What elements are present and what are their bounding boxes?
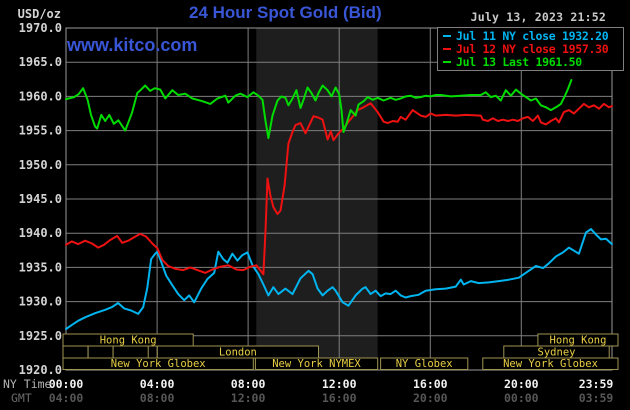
x-tick-ny: 00:00 xyxy=(49,377,84,391)
x-tick-gmt: 08:00 xyxy=(140,391,175,405)
x-tick-ny: 16:00 xyxy=(413,377,448,391)
session-box xyxy=(112,345,149,359)
x-tick-gmt: 00:00 xyxy=(504,391,539,405)
session-label: NY Globex xyxy=(396,358,453,370)
session-label: Hong Kong xyxy=(550,335,607,347)
x-tick-gmt: 12:00 xyxy=(231,391,266,405)
session-label: Sydney xyxy=(538,347,576,359)
y-tick-label: 1960.0 xyxy=(19,89,62,103)
session-label: New York Globex xyxy=(111,358,206,370)
y-tick-label: 1920.0 xyxy=(19,363,62,377)
x-axis-name-ny: NY Time xyxy=(3,377,52,391)
jul11-line-swatch-icon xyxy=(443,34,451,37)
x-tick-ny: 20:00 xyxy=(504,377,539,391)
session-label: New York Globex xyxy=(503,358,598,370)
y-tick-label: 1930.0 xyxy=(19,295,62,309)
chart-datetime: July 13, 2023 21:52 xyxy=(470,10,606,24)
y-tick-label: 1945.0 xyxy=(19,192,62,206)
y-tick-label: 1955.0 xyxy=(19,124,62,138)
jul13-line-swatch-icon xyxy=(443,60,451,63)
session-box xyxy=(380,357,469,370)
legend-item-jul13: Jul 13 Last 1961.50 xyxy=(443,54,621,69)
y-tick-label: 1970.0 xyxy=(19,21,62,35)
y-tick-label: 1965.0 xyxy=(19,55,62,69)
x-tick-gmt: 16:00 xyxy=(322,391,357,405)
session-label: Hong Kong xyxy=(100,335,157,347)
x-tick-ny: 12:00 xyxy=(322,377,357,391)
session-label: London xyxy=(219,347,257,359)
kitco-watermark-link[interactable]: www.kitco.com xyxy=(67,35,198,55)
session-box xyxy=(87,345,114,359)
series-jul11-line xyxy=(65,228,613,330)
y-tick-label: 1950.0 xyxy=(19,158,62,172)
page-title: 24 Hour Spot Gold (Bid) xyxy=(189,3,382,22)
session-box xyxy=(482,357,619,370)
x-tick-ny: 04:00 xyxy=(140,377,175,391)
y-tick-label: 1925.0 xyxy=(19,329,62,343)
chart-legend: Jul 11 NY close 1932.20 Jul 12 NY close … xyxy=(437,27,624,71)
legend-item-jul12: Jul 12 NY close 1957.30 xyxy=(443,41,621,56)
y-axis-unit-label: USD/oz xyxy=(17,7,61,21)
series-jul12-line xyxy=(65,102,613,276)
series-jul13-line xyxy=(65,79,573,140)
jul12-line-swatch-icon xyxy=(443,47,451,50)
legend-item-label: Jul 12 NY close 1957.30 xyxy=(456,41,609,56)
x-tick-gmt: 04:00 xyxy=(49,391,84,405)
x-tick-gmt: 03:59 xyxy=(579,391,614,405)
y-tick-label: 1935.0 xyxy=(19,260,62,274)
session-box xyxy=(62,357,254,370)
y-tick-label: 1940.0 xyxy=(19,226,62,240)
session-box xyxy=(62,345,89,359)
session-label: New York NYMEX xyxy=(272,358,361,370)
legend-item-jul11: Jul 11 NY close 1932.20 xyxy=(443,28,621,43)
x-axis-name-gmt: GMT xyxy=(11,391,32,405)
legend-item-label: Jul 11 NY close 1932.20 xyxy=(456,28,609,43)
x-tick-gmt: 20:00 xyxy=(413,391,448,405)
legend-item-label: Jul 13 Last 1961.50 xyxy=(456,54,582,69)
x-tick-ny: 23:59 xyxy=(579,377,614,391)
session-box xyxy=(254,357,379,370)
x-tick-ny: 08:00 xyxy=(231,377,266,391)
